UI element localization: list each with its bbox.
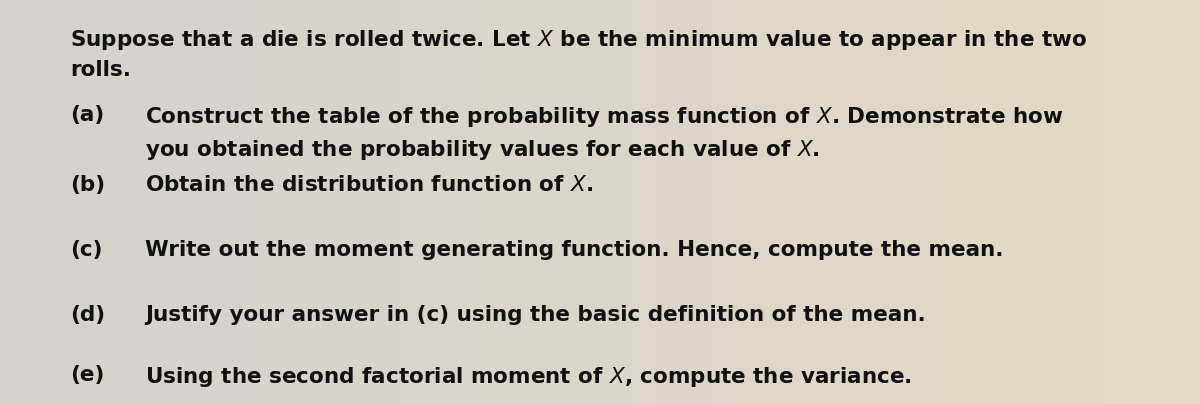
Text: (c): (c) <box>70 240 102 260</box>
Text: (d): (d) <box>70 305 106 325</box>
Text: rolls.: rolls. <box>70 60 131 80</box>
Text: Suppose that a die is rolled twice. Let $\mathit{X}$ be the minimum value to app: Suppose that a die is rolled twice. Let … <box>70 28 1087 52</box>
Text: Obtain the distribution function of $\mathit{X}$.: Obtain the distribution function of $\ma… <box>145 175 593 195</box>
Text: Using the second factorial moment of $\mathit{X}$, compute the variance.: Using the second factorial moment of $\m… <box>145 365 912 389</box>
Text: (e): (e) <box>70 365 104 385</box>
Text: you obtained the probability values for each value of $\mathit{X}$.: you obtained the probability values for … <box>145 138 820 162</box>
Text: Write out the moment generating function. Hence, compute the mean.: Write out the moment generating function… <box>145 240 1003 260</box>
Text: (b): (b) <box>70 175 106 195</box>
Text: Justify your answer in (c) using the basic definition of the mean.: Justify your answer in (c) using the bas… <box>145 305 925 325</box>
Text: (a): (a) <box>70 105 104 125</box>
Text: Construct the table of the probability mass function of $\mathit{X}$. Demonstrat: Construct the table of the probability m… <box>145 105 1063 129</box>
